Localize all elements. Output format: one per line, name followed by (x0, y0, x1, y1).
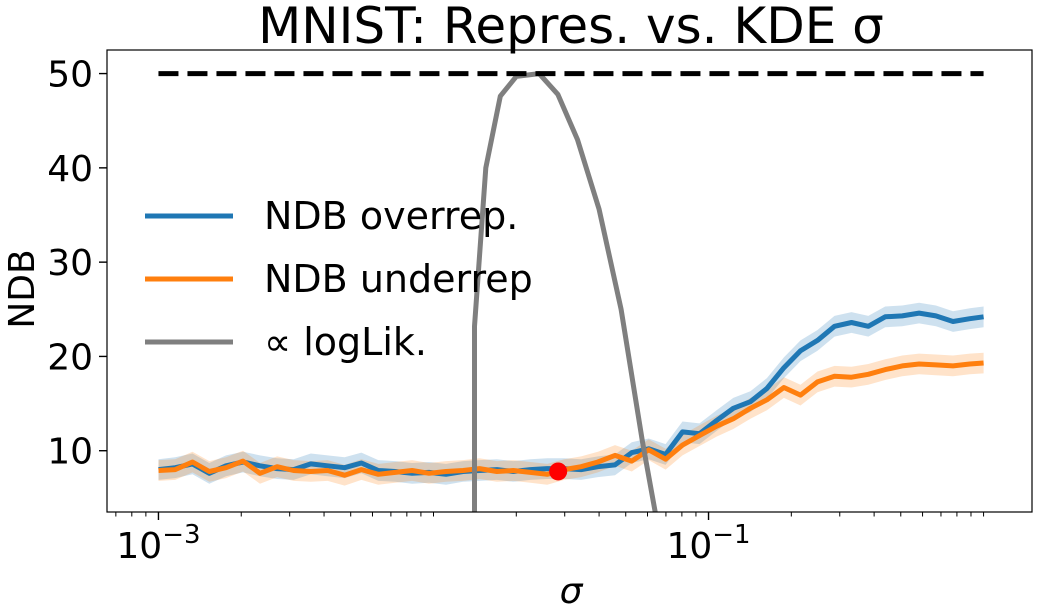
highlight-marker (549, 462, 568, 481)
line-series-1 (158, 360, 984, 478)
x-tick-base: 10 (116, 526, 162, 567)
y-axis-label: NDB (2, 249, 43, 328)
legend-label-1: NDB underrep (264, 257, 533, 301)
y-axis-ticks: 10 20 30 40 50 (47, 55, 107, 473)
y-tick-label: 50 (47, 55, 93, 96)
y-tick-label: 20 (47, 337, 93, 378)
x-tick-label: 10−1 (666, 520, 750, 567)
y-tick-label: 30 (47, 243, 93, 284)
band-series-0 (158, 302, 984, 485)
x-tick-exponent: −3 (162, 520, 200, 550)
highlight-marker-group (549, 462, 568, 481)
band-series-1 (158, 352, 984, 486)
confidence-bands (158, 302, 984, 486)
x-axis-label: σ (560, 571, 584, 609)
x-tick-label: 10−3 (116, 520, 200, 567)
y-tick-label: 40 (47, 149, 93, 190)
x-axis-ticks: 10−3 10−1 (115, 512, 985, 567)
x-tick-base: 10 (666, 526, 712, 567)
x-tick-exponent: −1 (712, 520, 750, 550)
plot-area-frame (106, 49, 1033, 513)
legend-label-2: ∝ logLik. (264, 320, 427, 364)
line-series-2 (472, 71, 658, 513)
chart-legend: NDB overrep. NDB underrep ∝ logLik. (145, 194, 533, 364)
chart-title: MNIST: Repres. vs. KDE σ (258, 0, 884, 55)
series-lines (158, 71, 984, 513)
legend-label-0: NDB overrep. (264, 194, 518, 238)
y-tick-label: 10 (47, 432, 93, 473)
